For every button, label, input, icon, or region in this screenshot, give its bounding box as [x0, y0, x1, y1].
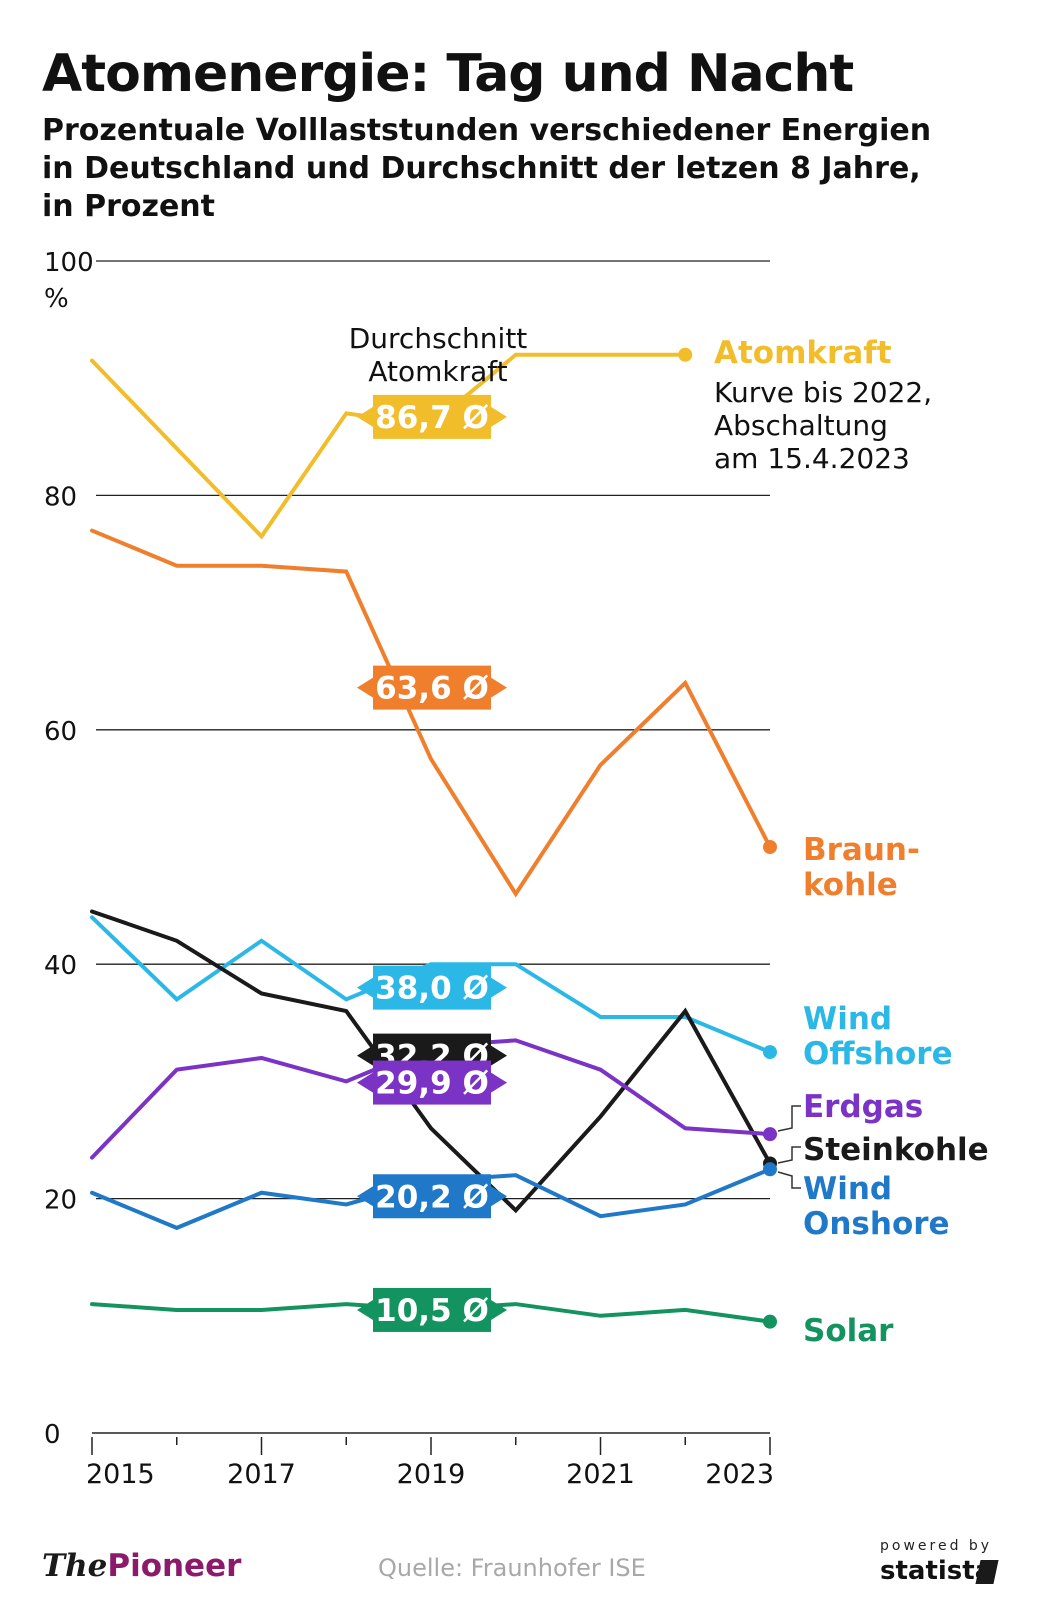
- avg-badge-arrow: [491, 1072, 507, 1093]
- series-label-braunkohle: Braun-kohle: [803, 832, 920, 903]
- avg-badge-arrow: [357, 1186, 373, 1207]
- avg-badge-atomkraft: 86,7 Ø: [357, 394, 507, 439]
- avg-badge-box: [373, 1060, 491, 1105]
- series-end-point-braunkohle: [763, 840, 777, 854]
- avg-badge-solar: 10,5 Ø: [357, 1287, 507, 1332]
- avg-badge-label: 63,6 Ø: [375, 671, 489, 707]
- x-tick-label: 2019: [397, 1459, 466, 1490]
- chart-subtitle: Prozentuale Volllaststunden verschiedene…: [42, 113, 932, 224]
- avg-badge-label: 29,9 Ø: [375, 1066, 489, 1102]
- series-line-windoffshore: [90, 915, 772, 1055]
- avg-badge-windonshore: 20,2 Ø: [357, 1174, 507, 1219]
- avg-badge-arrow: [357, 1045, 373, 1066]
- y-tick-label: 80: [44, 482, 77, 512]
- brand-strong: Pioneer: [107, 1548, 242, 1584]
- avg-badge-windoffshore: 38,0 Ø: [357, 965, 507, 1010]
- y-tick-label: 40: [44, 951, 77, 981]
- avg-badge-arrow: [491, 1299, 507, 1320]
- series-label-atomkraft: Atomkraft: [714, 335, 892, 371]
- avg-badge-box: [373, 965, 491, 1010]
- annotation-avg-heading: Durchschnitt Atomkraft: [349, 322, 528, 388]
- avg-badge-arrow: [491, 1045, 507, 1066]
- y-tick-label: 60: [44, 717, 77, 747]
- series-label-windonshore: Wind Onshore: [803, 1171, 950, 1242]
- series-label-erdgas: Erdgas: [803, 1089, 923, 1125]
- avg-badge-arrow: [357, 406, 373, 427]
- avg-badge-arrow: [357, 1072, 373, 1093]
- avg-badge-arrow: [491, 1186, 507, 1207]
- x-tick-label: 2017: [227, 1459, 296, 1490]
- avg-badge-arrow: [357, 977, 373, 998]
- series-label-solar: Solar: [803, 1313, 894, 1349]
- annotation-atom-note: Kurve bis 2022, Abschaltung am 15.4.2023: [714, 376, 932, 475]
- avg-badge-box: [373, 394, 491, 439]
- series-label-steinkohle: Steinkohle: [803, 1132, 989, 1168]
- avg-badge-label: 10,5 Ø: [375, 1293, 489, 1329]
- series-line-braunkohle: [90, 528, 772, 898]
- avg-badge-box: [373, 665, 491, 710]
- x-tick-label: 2021: [566, 1459, 635, 1490]
- avg-badge-arrow: [357, 677, 373, 698]
- avg-badge-box: [373, 1174, 491, 1219]
- chart-title: Atomenergie: Tag und Nacht: [42, 44, 854, 104]
- avg-badge-arrow: [491, 677, 507, 698]
- series-end-point-windoffshore: [763, 1045, 777, 1060]
- y-tick-label: 0: [44, 1420, 61, 1450]
- brand-logo: ThePioneer: [42, 1548, 241, 1584]
- avg-badge-arrow: [491, 977, 507, 998]
- avg-badge-erdgas: 29,9 Ø: [357, 1060, 507, 1105]
- series-end-point-atomkraft: [678, 347, 693, 362]
- statista-logo-icon: [975, 1560, 999, 1584]
- source-note: Quelle: Fraunhofer ISE: [378, 1554, 646, 1582]
- brand-prefix: The: [42, 1548, 108, 1584]
- avg-badge-label: 86,7 Ø: [375, 400, 489, 436]
- leader-line-windonshore: [777, 1171, 801, 1189]
- avg-badge-arrow: [357, 1299, 373, 1320]
- series-end-point-windonshore: [763, 1162, 777, 1177]
- series-end-point-erdgas: [763, 1127, 777, 1142]
- avg-badge-arrow: [491, 406, 507, 427]
- leader-line-erdgas: [777, 1105, 801, 1132]
- series-line-steinkohle: [90, 909, 772, 1214]
- y-axis-unit: %: [44, 284, 69, 314]
- avg-badge-braunkohle: 63,6 Ø: [357, 665, 507, 710]
- y-tick-label: 20: [44, 1186, 77, 1216]
- series-label-windoffshore: Wind Offshore: [803, 1001, 953, 1072]
- avg-badge-label: 38,0 Ø: [375, 971, 489, 1007]
- avg-badge-label: 20,2 Ø: [375, 1179, 489, 1215]
- line-chart: 0 20 40 60 80 100% 2015 2017 2019 2021 2023 86,7 Ø 6…: [44, 248, 989, 1490]
- y-tick-label: 100: [44, 248, 94, 278]
- statista-logo: statista: [880, 1556, 993, 1586]
- x-tick-label: 2023: [705, 1459, 774, 1490]
- leader-line-steinkohle: [777, 1146, 801, 1164]
- series-end-point-solar: [763, 1314, 777, 1329]
- avg-badge-box: [373, 1287, 491, 1332]
- x-tick-label: 2015: [86, 1459, 155, 1490]
- powered-by-label: powered by: [880, 1538, 993, 1554]
